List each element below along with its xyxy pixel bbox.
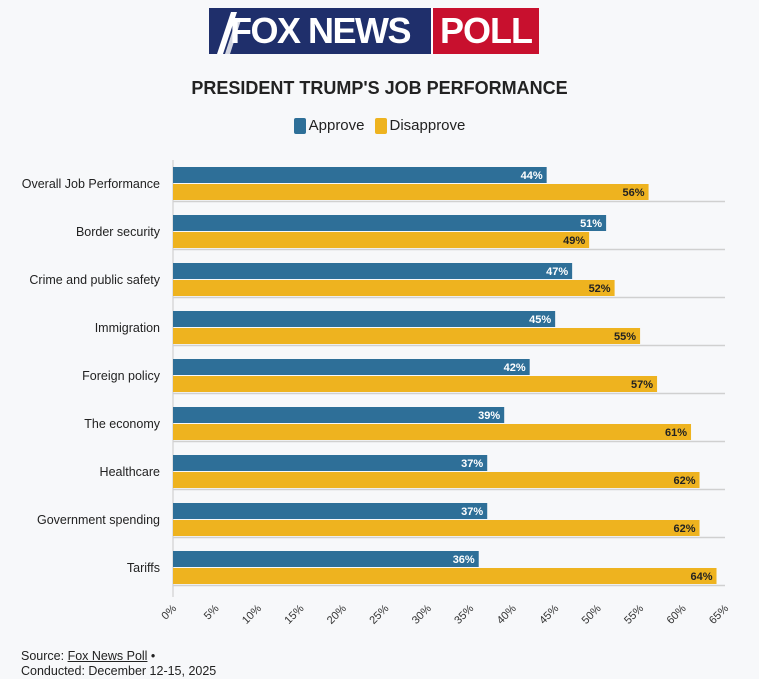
data-label-approve: 39%	[478, 410, 500, 422]
poll-logo: POLL	[431, 8, 539, 54]
source-line: Source: Fox News Poll •	[21, 649, 216, 664]
logo-text-fox-news: FOX NEWS	[229, 10, 412, 51]
bar-approve	[173, 407, 505, 423]
bar-disapprove	[173, 232, 590, 248]
x-tick-label: 25%	[367, 602, 391, 626]
legend-item-disapprove[interactable]: Disapprove	[374, 117, 466, 134]
category-label: The economy	[84, 417, 160, 431]
bar-approve	[173, 359, 530, 375]
legend-label-disapprove: Disapprove	[389, 117, 466, 134]
bar-approve	[173, 167, 547, 183]
x-tick-label: 60%	[665, 602, 689, 626]
x-tick-label: 10%	[240, 602, 264, 626]
x-tick-label: 5%	[202, 602, 222, 622]
bar-disapprove	[173, 328, 641, 344]
data-label-disapprove: 56%	[623, 187, 645, 199]
bar-approve	[173, 455, 488, 471]
data-label-approve: 36%	[453, 554, 475, 566]
category-label: Tariffs	[127, 561, 160, 575]
source-suffix: •	[147, 649, 156, 663]
bar-approve	[173, 215, 607, 231]
legend-item-approve[interactable]: Approve	[293, 117, 365, 134]
bar-disapprove	[173, 424, 692, 440]
category-label: Overall Job Performance	[22, 177, 160, 191]
category-label: Immigration	[95, 321, 160, 335]
bar-approve	[173, 263, 573, 279]
bar-disapprove	[173, 376, 658, 392]
legend-label-approve: Approve	[308, 117, 365, 134]
logo-text-poll: POLL	[440, 10, 533, 51]
data-label-disapprove: 64%	[690, 571, 712, 583]
category-label: Healthcare	[100, 465, 160, 479]
data-label-approve: 51%	[580, 218, 602, 230]
category-label: Government spending	[37, 513, 160, 527]
data-label-approve: 37%	[461, 506, 483, 518]
bar-disapprove	[173, 520, 700, 536]
x-tick-label: 15%	[282, 602, 306, 626]
data-label-approve: 45%	[529, 314, 551, 326]
data-label-approve: 47%	[546, 266, 568, 278]
chart-legend: Approve Disapprove	[0, 117, 759, 134]
x-tick-label: 45%	[537, 602, 561, 626]
legend-swatch-approve	[293, 117, 306, 134]
x-tick-label: 0%	[159, 602, 179, 622]
data-label-disapprove: 49%	[563, 235, 585, 247]
fox-news-poll-logo: FOX NEWS POLL	[209, 8, 539, 54]
x-tick-label: 35%	[452, 602, 476, 626]
bar-disapprove	[173, 568, 717, 584]
data-label-disapprove: 61%	[665, 427, 687, 439]
x-tick-label: 20%	[325, 602, 349, 626]
data-label-disapprove: 52%	[589, 283, 611, 295]
bar-approve	[173, 551, 479, 567]
x-tick-label: 55%	[622, 602, 646, 626]
data-label-approve: 42%	[504, 362, 526, 374]
x-tick-label: 65%	[707, 602, 731, 626]
fox-news-logo: FOX NEWS	[209, 8, 431, 54]
x-tick-label: 40%	[495, 602, 519, 626]
source-prefix: Source:	[21, 649, 68, 663]
x-tick-label: 50%	[580, 602, 604, 626]
data-label-disapprove: 55%	[614, 331, 636, 343]
data-label-disapprove: 62%	[673, 475, 695, 487]
data-label-approve: 44%	[521, 170, 543, 182]
bar-disapprove	[173, 472, 700, 488]
category-label: Foreign policy	[82, 369, 161, 383]
source-link[interactable]: Fox News Poll	[67, 649, 148, 663]
x-tick-label: 30%	[410, 602, 434, 626]
chart-title: PRESIDENT TRUMP'S JOB PERFORMANCE	[191, 78, 568, 98]
bar-approve	[173, 311, 556, 327]
data-label-disapprove: 57%	[631, 379, 653, 391]
bar-chart: Overall Job Performance 44% 56% Border secu…	[22, 160, 731, 627]
bar-disapprove	[173, 184, 649, 200]
category-label: Crime and public safety	[29, 273, 160, 287]
category-label: Border security	[76, 225, 161, 239]
conducted-date: Conducted: December 12-15, 2025	[21, 664, 217, 678]
data-label-disapprove: 62%	[673, 523, 695, 535]
flag-stripes-icon	[217, 12, 241, 54]
bar-disapprove	[173, 280, 615, 296]
data-label-approve: 37%	[461, 458, 483, 470]
bar-approve	[173, 503, 488, 519]
legend-swatch-disapprove	[374, 117, 387, 134]
